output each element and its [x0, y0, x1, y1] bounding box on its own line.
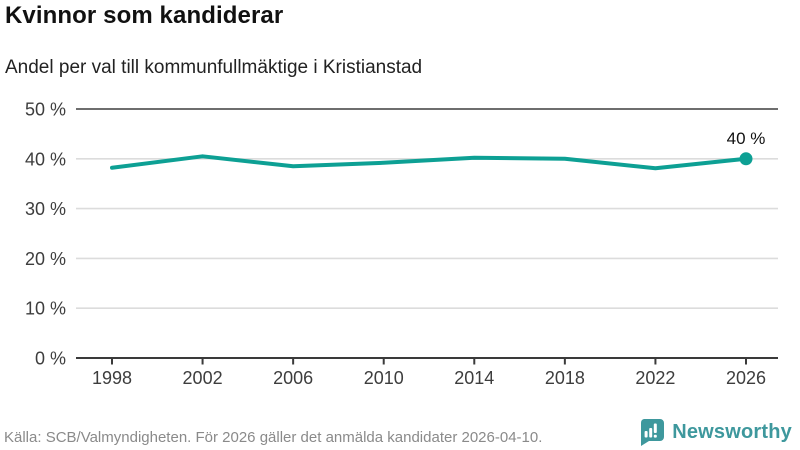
page-title: Kvinnor som kandiderar [5, 2, 284, 29]
x-tick-label: 2010 [364, 368, 404, 388]
x-tick-label: 2006 [273, 368, 313, 388]
y-tick-label: 20 % [25, 249, 66, 269]
x-tick-label: 2026 [726, 368, 766, 388]
data-label: 40 % [727, 129, 766, 148]
y-tick-label: 10 % [25, 299, 66, 319]
y-tick-label: 50 % [25, 100, 66, 120]
x-tick-label: 2002 [183, 368, 223, 388]
source-note: Källa: SCB/Valmyndigheten. För 2026 gäll… [4, 429, 543, 446]
data-line [110, 154, 748, 171]
y-tick-label: 30 % [25, 199, 66, 219]
x-tick-label: 2018 [545, 368, 585, 388]
x-tick-label: 1998 [92, 368, 132, 388]
newsworthy-logo-icon [641, 419, 665, 446]
y-tick-label: 40 % [25, 149, 66, 169]
chart-subtitle: Andel per val till kommunfullmäktige i K… [5, 57, 423, 78]
x-tick-label: 2014 [454, 368, 494, 388]
data-point-last [739, 152, 753, 166]
newsworthy-logo: Newsworthy [638, 418, 792, 446]
line-chart: 0 % 10 % 20 % 30 % 40 % 50 % 1998 2002 2006 2010 2… [25, 100, 778, 388]
newsworthy-wordmark: Newsworthy [672, 420, 792, 443]
y-tick-label: 0 % [35, 349, 66, 369]
x-tick-label: 2022 [635, 368, 675, 388]
